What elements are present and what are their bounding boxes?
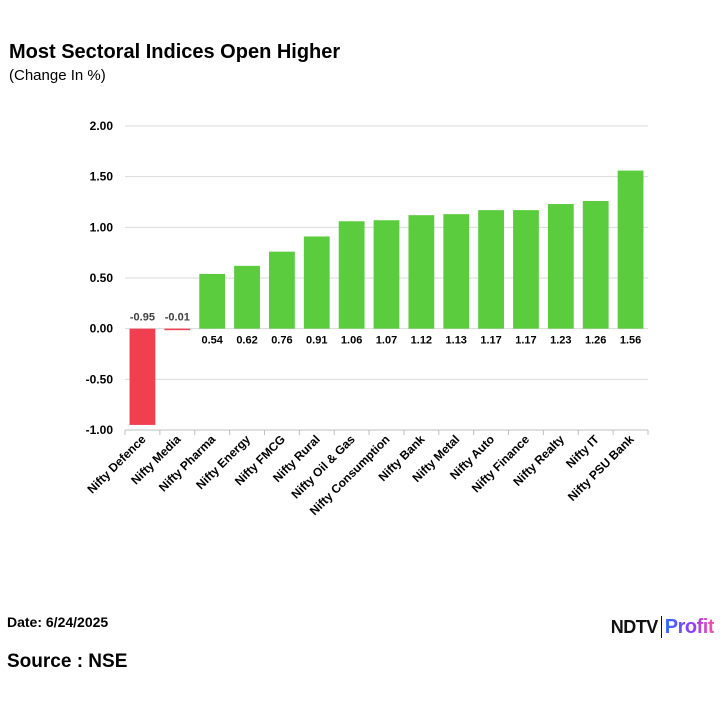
data-label: 1.56 [620,335,641,347]
bar-nifty-bank [408,215,435,329]
chart-title: Most Sectoral Indices Open Higher [9,41,341,63]
chart-subtitle: (Change In %) [9,67,106,84]
bar-nifty-it [582,200,609,329]
data-label: 1.13 [446,335,467,347]
data-label: 1.26 [585,335,606,347]
y-tick-label: -0.50 [86,372,114,386]
bar-nifty-media [164,328,191,331]
data-label: 0.91 [306,335,327,347]
y-tick-label: 1.00 [90,220,114,234]
y-tick-label: 0.00 [90,322,114,336]
data-label: -0.01 [165,312,190,324]
brand-logo: NDTV Profit [610,614,715,640]
data-label: 0.62 [236,335,257,347]
y-tick-label: -1.00 [86,423,114,437]
data-label: 1.23 [550,335,571,347]
bar-nifty-psu-bank [617,170,644,329]
bar-nifty-rural [303,236,330,329]
bar-nifty-finance [513,210,539,329]
data-label: 0.76 [271,335,292,347]
data-label: 1.07 [376,335,397,347]
brand-profit: Profit [664,615,715,638]
data-label: 1.12 [411,335,432,347]
bar-nifty-defence [129,328,156,425]
bar-nifty-consumption [373,220,400,329]
y-tick-label: 0.50 [90,271,114,285]
data-labels: -0.95 -0.01 0.54 0.62 0.76 0.91 1.06 1.07 1.12 1.… [130,312,641,347]
bar-nifty-pharma [199,273,226,329]
source-text: Source : NSE [7,651,128,672]
y-axis-ticks: 2.00 1.50 1.00 0.50 0.00 -0.50 -1.00 [86,119,114,437]
date-text: Date: 6/24/2025 [7,614,109,630]
data-label: 1.17 [515,335,536,347]
data-label: 1.06 [341,335,362,347]
x-axis [124,429,649,435]
data-label: 1.17 [480,335,501,347]
bars [129,170,644,425]
data-label: 0.54 [201,335,223,347]
bar-nifty-fmcg [268,251,295,329]
bar-nifty-oil-gas [338,221,365,329]
category-label: Nifty Defence [84,432,148,496]
bar-nifty-realty [547,204,574,329]
bar-nifty-metal [443,214,470,329]
bar-nifty-auto [478,210,505,329]
data-label: -0.95 [130,312,155,324]
y-tick-label: 2.00 [90,119,114,133]
brand-divider [660,616,662,638]
bar-nifty-energy [234,265,260,329]
bar-chart: 2.00 1.50 1.00 0.50 0.00 -0.50 -1.00 -0.95 -0.0… [84,119,649,518]
brand-ndtv: NDTV [610,616,659,637]
y-tick-label: 1.50 [90,170,114,184]
